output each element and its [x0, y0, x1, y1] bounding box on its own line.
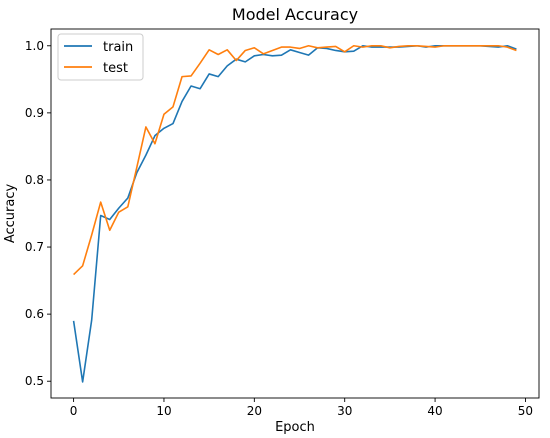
- x-tick-label: 10: [156, 404, 171, 418]
- y-tick-label: 0.9: [25, 106, 44, 120]
- x-tick-label: 50: [518, 404, 533, 418]
- y-tick-label: 0.5: [25, 374, 44, 388]
- y-axis-label: Accuracy: [3, 184, 18, 244]
- y-tick-label: 0.8: [25, 173, 44, 187]
- x-tick-label: 20: [247, 404, 262, 418]
- y-tick-label: 1.0: [25, 39, 44, 53]
- x-tick-label: 30: [337, 404, 352, 418]
- axes-frame: [50, 28, 540, 399]
- legend-label-test: test: [103, 61, 128, 76]
- y-tick-label: 0.7: [25, 240, 44, 254]
- series-line-test: [73, 44, 517, 276]
- x-axis-label: Epoch: [275, 420, 315, 435]
- x-tick-label: 40: [427, 404, 442, 418]
- y-tick-label: 0.6: [25, 307, 44, 321]
- chart-title: Model Accuracy: [232, 5, 358, 24]
- x-tick-label: 0: [70, 404, 78, 418]
- plot-area: 0 10 20 30 40 50 0.5 0.6 0.7 0.8 0.9 1.0: [25, 28, 540, 418]
- legend-label-train: train: [103, 40, 133, 55]
- legend: train test: [57, 33, 144, 81]
